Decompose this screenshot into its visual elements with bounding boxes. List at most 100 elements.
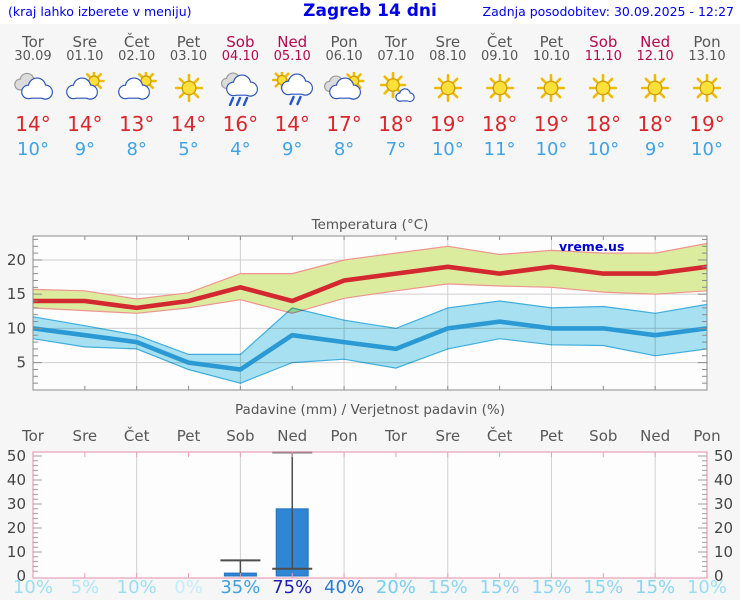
min-temp: 5° (178, 139, 199, 160)
day-name: Čet (486, 33, 513, 51)
max-temp: 14° (170, 112, 207, 136)
temperature-chart: 5 10 15 20 (0, 230, 740, 400)
precip-day-label: Pon (330, 427, 358, 445)
svg-text:50: 50 (7, 448, 26, 465)
svg-text:30: 30 (7, 495, 26, 513)
day-name: Ned (277, 33, 308, 51)
weather-icon (422, 72, 474, 108)
day-date: 13.10 (688, 49, 726, 64)
svg-text:20: 20 (7, 251, 26, 269)
svg-text:50: 50 (714, 448, 733, 465)
precip-probability: 0% (174, 577, 203, 598)
forecast-day-column: Čet 09.10 18° 11° (474, 30, 526, 161)
max-temp: 19° (533, 112, 570, 136)
max-temp: 14° (274, 112, 310, 136)
precip-day-label: Sob (226, 427, 255, 445)
precip-day-label: Tor (22, 427, 44, 445)
day-name: Sre (72, 33, 98, 51)
day-date: 10.10 (532, 49, 571, 64)
precip-probability: 15% (531, 577, 572, 598)
min-temp: 10° (431, 139, 464, 160)
precip-probability: 10% (686, 577, 727, 598)
rain-icon (221, 72, 259, 107)
forecast-day-column: Ned 05.10 14° 9° (266, 30, 318, 161)
weather-icon (370, 71, 422, 108)
max-temp: 13° (118, 112, 155, 136)
day-name: Pet (176, 33, 201, 51)
day-date: 02.10 (118, 49, 156, 64)
day-date: 11.10 (584, 49, 622, 64)
precip-probability: 35% (220, 577, 261, 598)
svg-text:0: 0 (16, 567, 26, 584)
min-temp: 8° (333, 139, 355, 160)
weather-icon (59, 70, 111, 108)
sunsmallcloud-icon (379, 71, 415, 103)
precip-day-label: Sob (589, 427, 618, 445)
forecast-day-column: Tor 30.09 14° 10° (7, 30, 59, 161)
day-date: 12.10 (636, 49, 674, 64)
precip-probability: 75% (272, 577, 313, 598)
sunny-icon (485, 73, 514, 103)
weather-icon (214, 72, 266, 108)
sunny-icon (641, 73, 670, 103)
precip-probability: 15% (479, 577, 520, 598)
min-temp: 10° (691, 139, 723, 160)
forecast-day-column: Sob 11.10 18° 10° (577, 30, 629, 161)
forecast-day-column: Pet 10.10 19° 10° (525, 30, 577, 161)
forecast-day-column: Pon 06.10 17° 8° (318, 30, 370, 161)
precip-probability: 40% (324, 577, 365, 598)
svg-text:10: 10 (7, 319, 26, 337)
day-name: Pon (693, 33, 721, 51)
precipitation-chart-title: Padavine (mm) / Verjetnost padavin (%) (235, 402, 505, 418)
max-temp: 18° (585, 112, 622, 136)
svg-text:15: 15 (7, 285, 26, 303)
max-temp: 14° (15, 112, 51, 136)
sunny-icon (692, 73, 722, 103)
day-name: Ned (640, 33, 671, 51)
weather-icon (266, 69, 318, 108)
sunrain-icon (272, 69, 314, 106)
temperature-chart-title: Temperatura (°C) (311, 217, 429, 233)
svg-text:0: 0 (714, 567, 724, 584)
forecast-day-column: Tor 07.10 18° 7° (370, 30, 422, 161)
precip-probability: 15% (583, 577, 624, 598)
weather-icon (111, 70, 163, 108)
cloudy-icon (14, 72, 53, 100)
max-temp: 18° (637, 112, 673, 136)
day-name: Tor (22, 33, 44, 51)
max-temp: 19° (430, 112, 466, 136)
max-temp: 19° (689, 112, 725, 136)
svg-text:20: 20 (714, 519, 733, 537)
precip-day-label: Čet (486, 427, 513, 445)
watermark-link[interactable]: vreme.us (559, 239, 625, 254)
svg-text:40: 40 (7, 471, 26, 489)
day-date: 07.10 (377, 49, 415, 64)
day-name: Sob (226, 33, 255, 51)
weather-icon (577, 72, 629, 108)
svg-text:10: 10 (714, 543, 733, 561)
forecast-day-column: Pet 03.10 14° 5° (163, 30, 215, 161)
day-name: Tor (384, 33, 407, 51)
max-temp: 18° (378, 112, 414, 136)
precip-day-label: Tor (384, 427, 407, 445)
weather-icon (629, 72, 681, 108)
precip-probability: 15% (427, 577, 468, 598)
precip-probability: 15% (635, 577, 676, 598)
weather-icon (474, 72, 526, 108)
forecast-day-column: Pon 13.10 19° 10° (681, 30, 733, 161)
min-temp: 10° (17, 139, 49, 160)
sunny-icon (589, 73, 618, 103)
min-temp: 10° (535, 139, 568, 160)
precip-probability: 10% (12, 577, 53, 598)
precip-probability: 10% (116, 577, 157, 598)
suncloud-icon (117, 70, 157, 100)
svg-text:40: 40 (714, 471, 733, 489)
day-date: 09.10 (481, 49, 519, 64)
page-header: (kraj lahko izberete v meniju) Zagreb 14… (0, 0, 740, 24)
day-date: 01.10 (66, 49, 104, 64)
last-update-text: Zadnja posodobitev: 30.09.2025 - 12:27 (482, 4, 734, 19)
forecast-day-column: Čet 02.10 13° 8° (111, 30, 163, 161)
sunny-icon (537, 73, 566, 103)
weather-icon (525, 72, 577, 108)
